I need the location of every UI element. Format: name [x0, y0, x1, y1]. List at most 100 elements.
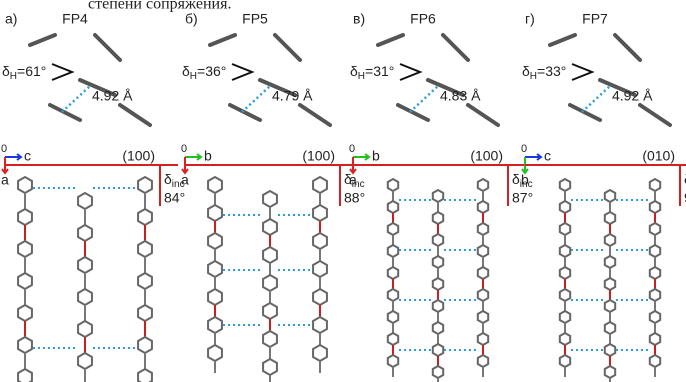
molecule-ring	[78, 225, 92, 241]
molecule-ring	[478, 355, 488, 367]
axis-vertical-label: a	[349, 172, 357, 188]
plane-label: (100)	[122, 148, 155, 164]
molecule-ring	[433, 190, 443, 202]
distance: 4.83 Å	[440, 88, 481, 104]
delta-inc-value: 87°	[512, 190, 533, 206]
molecule-ring	[138, 305, 152, 321]
molecule-ring	[263, 219, 277, 235]
molecule-ring	[18, 241, 32, 257]
molecule-ring	[18, 209, 32, 225]
delta-h: δH=36°	[182, 63, 226, 82]
axis-horizontal-label: c	[544, 148, 551, 164]
molecule-ring	[388, 179, 398, 191]
delta-sub: H	[358, 71, 365, 82]
molecule-ring	[650, 267, 660, 279]
delta-symbol: δ	[522, 63, 530, 79]
distance: 4.92 Å	[612, 88, 653, 104]
axis-vertical-label: b	[521, 172, 529, 188]
axis-horizontal-label: b	[204, 148, 212, 164]
molecule-ring	[18, 369, 32, 382]
panel-name: FP5	[242, 11, 268, 27]
molecule-ring	[78, 321, 92, 337]
molecule-ring	[388, 201, 398, 213]
delta-inc-value: 84°	[164, 190, 185, 206]
molecule	[378, 35, 403, 45]
delta-value: =61°	[17, 63, 46, 79]
molecule-ring	[650, 245, 660, 257]
molecule-ring	[433, 234, 443, 246]
molecule-ring	[78, 289, 92, 305]
molecule-ring	[208, 261, 222, 277]
delta-sub: H	[190, 71, 197, 82]
panel-name: FP4	[62, 11, 88, 27]
molecule	[50, 105, 80, 120]
molecule-ring	[560, 245, 570, 257]
molecule-ring	[263, 247, 277, 263]
molecule-ring	[433, 366, 443, 378]
molecule-ring	[263, 359, 277, 375]
molecule-ring	[478, 289, 488, 301]
delta-value: =31°	[365, 63, 394, 79]
molecule-ring	[18, 273, 32, 289]
molecule-ring	[433, 256, 443, 268]
plane-label: (100)	[302, 148, 335, 164]
panel-letter: а)	[5, 11, 17, 27]
molecule	[640, 105, 670, 125]
molecule-ring	[78, 193, 92, 209]
delta-inc-value: 88°	[344, 190, 365, 206]
molecule-ring	[605, 300, 615, 312]
delta-symbol: δ	[2, 63, 10, 79]
molecule-ring	[560, 179, 570, 191]
delta-symbol: δ	[350, 63, 358, 79]
angle-marker	[232, 64, 252, 80]
molecule-ring	[208, 205, 222, 221]
molecule-ring	[560, 289, 570, 301]
molecule-ring	[388, 245, 398, 257]
delta-h: δH=33°	[522, 63, 566, 82]
delta-h: δH=31°	[350, 63, 394, 82]
molecule	[550, 35, 575, 45]
molecule-ring	[138, 337, 152, 353]
molecule-ring	[263, 331, 277, 347]
molecule-ring	[388, 311, 398, 323]
molecule-ring	[433, 300, 443, 312]
molecule-ring	[18, 337, 32, 353]
figure: степени сопряжения. а)FP4δH=61°4.92 Å0ca…	[0, 0, 686, 382]
axis-origin: 0	[521, 143, 527, 155]
molecule-ring	[208, 289, 222, 305]
molecule-ring	[478, 311, 488, 323]
molecule-ring	[433, 322, 443, 334]
angle-marker	[572, 64, 592, 80]
molecule-ring	[605, 190, 615, 202]
angle-marker	[400, 64, 420, 80]
distance: 4.79 Å	[272, 88, 313, 104]
molecule-ring	[650, 311, 660, 323]
molecule-ring	[560, 267, 570, 279]
panel-name: FP7	[582, 11, 608, 27]
molecule-ring	[78, 257, 92, 273]
molecule-ring	[388, 333, 398, 345]
molecule-ring	[605, 322, 615, 334]
molecule	[230, 105, 260, 120]
molecule-ring	[208, 233, 222, 249]
molecule	[443, 35, 468, 60]
molecule-ring	[478, 201, 488, 213]
molecule-ring	[313, 233, 327, 249]
axis-origin: 0	[1, 143, 7, 155]
molecule-ring	[313, 317, 327, 333]
delta-symbol: δ	[164, 171, 172, 187]
molecule-ring	[78, 353, 92, 369]
molecule-ring	[650, 355, 660, 367]
plane-label: (100)	[470, 148, 503, 164]
molecule-ring	[208, 177, 222, 193]
molecule-ring	[560, 333, 570, 345]
molecule-ring	[313, 261, 327, 277]
molecule-ring	[478, 245, 488, 257]
molecule-ring	[650, 223, 660, 235]
molecule-ring	[605, 366, 615, 378]
axis-vertical-label: a	[181, 172, 189, 188]
angle-marker	[52, 64, 72, 80]
molecule-ring	[433, 212, 443, 224]
molecule-ring	[263, 275, 277, 291]
molecule-ring	[560, 311, 570, 323]
